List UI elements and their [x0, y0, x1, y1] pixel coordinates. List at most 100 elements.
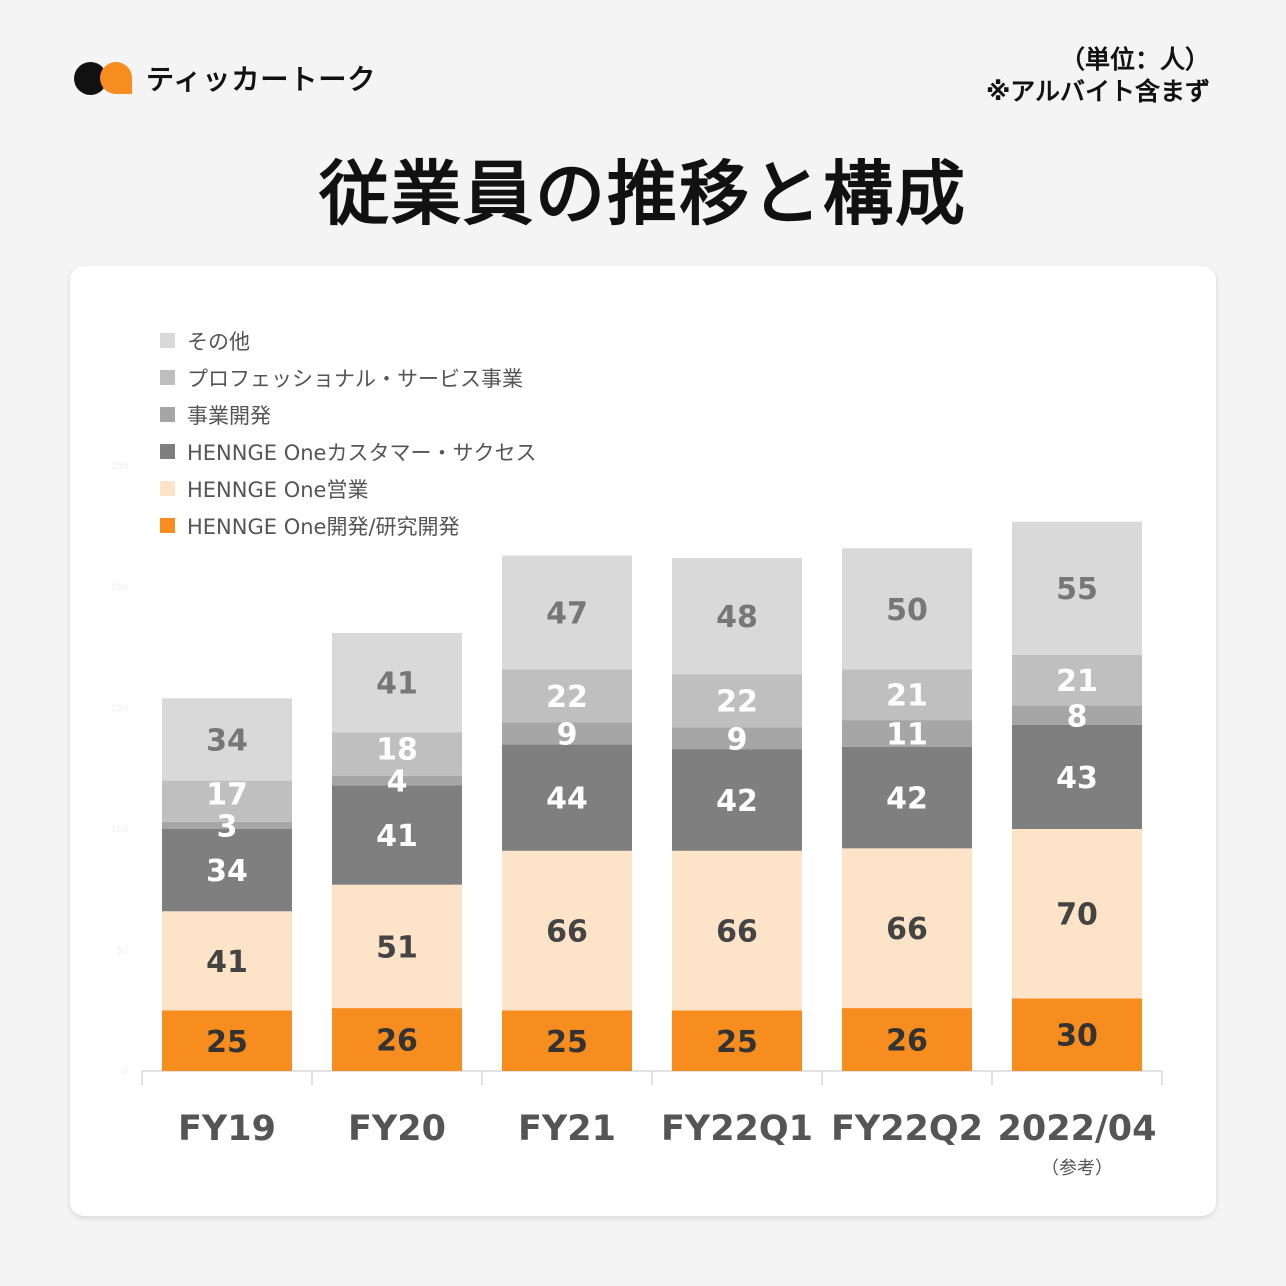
bar-segment — [842, 848, 972, 1009]
legend-item: プロフェッショナル・サービス事業 — [160, 359, 536, 396]
x-category-label: FY22Q2 — [831, 1109, 983, 1149]
data-label: 25 — [546, 1025, 588, 1060]
legend-label: その他 — [187, 329, 250, 354]
data-label: 21 — [1056, 664, 1098, 699]
bar-segment — [332, 884, 462, 1009]
bar-segment — [672, 1010, 802, 1071]
bar-segment — [1012, 654, 1142, 706]
bar-segment — [672, 674, 802, 728]
bar-segment — [672, 749, 802, 851]
exclusion-note: ※アルバイト含まず — [985, 77, 1210, 106]
x-category-label: 2022/04 — [998, 1109, 1157, 1149]
bar-segment — [842, 548, 972, 670]
data-label: 48 — [716, 600, 758, 635]
bar-segment — [162, 821, 292, 829]
data-label: 55 — [1056, 572, 1098, 607]
data-label: 9 — [727, 722, 748, 757]
legend-swatch — [160, 481, 175, 496]
data-label: 34 — [206, 723, 248, 758]
data-label: 26 — [886, 1024, 928, 1059]
data-label: 21 — [886, 679, 928, 714]
unit-note: （単位：人） ※アルバイト含まず — [986, 44, 1210, 108]
bar-segment — [332, 785, 462, 885]
bar-segment — [332, 1008, 462, 1071]
bar-segment — [332, 732, 462, 776]
data-label: 44 — [546, 782, 588, 817]
legend-item: HENNGE Oneカスタマー・サクセス — [160, 433, 536, 470]
data-label: 4 — [387, 765, 408, 800]
legend-item: HENNGE One営業 — [160, 470, 536, 507]
bar-segment — [332, 632, 462, 733]
bar-segment — [502, 555, 632, 670]
bar-segment — [672, 850, 802, 1011]
brand-name: ティッカートーク — [146, 63, 377, 96]
data-label: 22 — [716, 685, 758, 720]
data-label: 41 — [206, 945, 248, 980]
bar-segment — [502, 850, 632, 1011]
bar-segment — [1012, 521, 1142, 655]
bar-segment — [672, 727, 802, 750]
bar-segment — [162, 698, 292, 781]
data-label: 30 — [1056, 1019, 1098, 1054]
bar-segment — [162, 829, 292, 912]
brand-logo: ティッカートーク — [74, 58, 376, 98]
legend-swatch — [160, 333, 175, 348]
bar-segment — [1012, 705, 1142, 725]
logo-icon — [74, 59, 136, 97]
bar-segment — [502, 744, 632, 851]
bar-segment — [1012, 829, 1142, 999]
data-label: 42 — [886, 782, 928, 817]
legend-label: HENNGE One営業 — [187, 477, 369, 502]
bar-segment — [842, 720, 972, 747]
data-label: 42 — [716, 784, 758, 819]
x-category-label: FY19 — [178, 1109, 276, 1149]
unit-label: （単位：人） — [1059, 45, 1210, 74]
x-category-label: FY20 — [348, 1109, 446, 1149]
legend-label: 事業開発 — [187, 403, 271, 428]
data-label: 8 — [1067, 699, 1088, 734]
y-tick-label: 100 — [111, 825, 128, 835]
legend-label: HENNGE One開発/研究開発 — [187, 514, 460, 539]
y-tick-label: 0 — [122, 1067, 128, 1077]
data-label: 9 — [557, 717, 578, 752]
legend-label: HENNGE Oneカスタマー・サクセス — [187, 440, 537, 465]
data-label: 3 — [217, 809, 238, 844]
data-label: 41 — [376, 667, 418, 702]
legend-item: 事業開発 — [160, 396, 536, 433]
bar-segment — [672, 557, 802, 675]
y-tick-label: 250 — [111, 462, 128, 472]
data-label: 25 — [206, 1025, 248, 1060]
data-label: 22 — [546, 680, 588, 715]
data-label: 66 — [546, 915, 588, 950]
bar-segment — [842, 1008, 972, 1071]
legend-swatch — [160, 407, 175, 422]
data-label: 50 — [886, 593, 928, 628]
data-label: 47 — [546, 596, 588, 631]
bar-segment — [162, 911, 292, 1011]
x-category-label: FY21 — [518, 1109, 616, 1149]
y-tick-label: 200 — [111, 583, 128, 593]
data-label: 34 — [206, 854, 248, 889]
data-label: 66 — [716, 915, 758, 950]
bar-segment — [842, 746, 972, 849]
bar-segment — [502, 1010, 632, 1071]
data-label: 43 — [1056, 761, 1098, 796]
data-label: 51 — [376, 930, 418, 965]
bar-segment — [1012, 998, 1142, 1071]
data-label: 11 — [886, 717, 928, 752]
data-label: 17 — [206, 777, 248, 812]
data-label: 18 — [376, 733, 418, 768]
bar-segment — [332, 775, 462, 786]
bar-segment — [1012, 724, 1142, 829]
data-label: 25 — [716, 1025, 758, 1060]
chart-legend: その他プロフェッショナル・サービス事業事業開発 HENNGE Oneカスタマー・サ… — [160, 322, 536, 544]
data-label: 66 — [886, 912, 928, 947]
page-title: 従業員の推移と構成 — [319, 153, 967, 235]
bar-segment — [162, 1010, 292, 1071]
legend-item: HENNGE One開発/研究開発 — [160, 507, 536, 544]
bar-segment — [842, 669, 972, 721]
data-label: 70 — [1056, 898, 1098, 933]
legend-swatch — [160, 370, 175, 385]
x-category-note: （参考） — [1041, 1158, 1113, 1179]
